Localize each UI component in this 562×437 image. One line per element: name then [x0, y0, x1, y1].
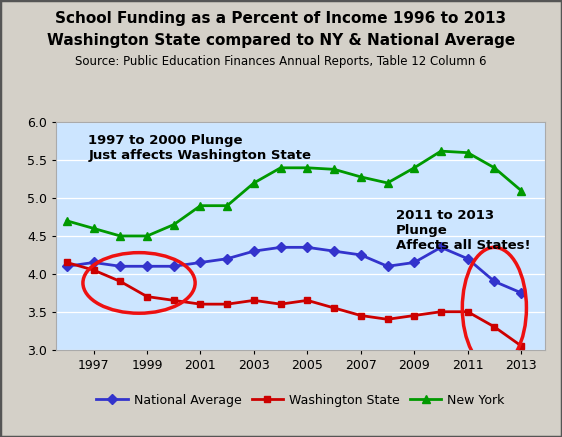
Text: 1997 to 2000 Plunge
Just affects Washington State: 1997 to 2000 Plunge Just affects Washing…	[88, 134, 311, 162]
Legend: National Average, Washington State, New York: National Average, Washington State, New …	[92, 388, 510, 412]
Text: Source: Public Education Finances Annual Reports, Table 12 Column 6: Source: Public Education Finances Annual…	[75, 55, 487, 68]
Text: School Funding as a Percent of Income 1996 to 2013: School Funding as a Percent of Income 19…	[56, 11, 506, 26]
Text: 2011 to 2013
Plunge
Affects all States!: 2011 to 2013 Plunge Affects all States!	[396, 209, 530, 253]
Text: Washington State compared to NY & National Average: Washington State compared to NY & Nation…	[47, 33, 515, 48]
